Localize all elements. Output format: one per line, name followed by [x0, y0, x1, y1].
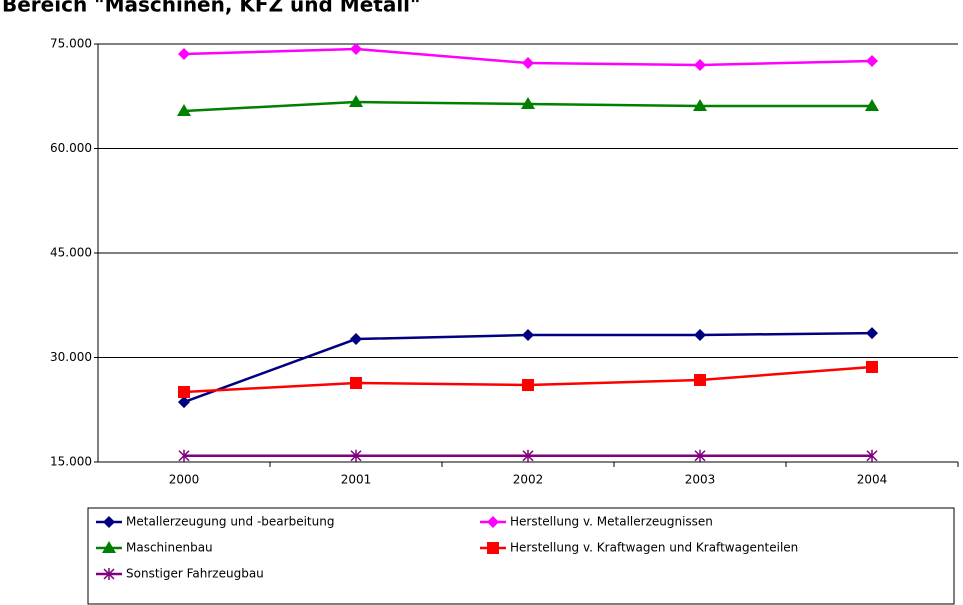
marker: [178, 385, 190, 398]
legend-box: [87, 507, 955, 605]
y-tick-label: 45.000: [50, 246, 92, 260]
y-tick-label: 60.000: [50, 141, 92, 155]
legend-label: Herstellung v. Metallerzeugnissen: [510, 515, 713, 529]
marker: [350, 333, 362, 346]
marker: [522, 57, 534, 70]
marker: [178, 449, 190, 462]
legend-marker: [487, 516, 499, 528]
marker: [694, 374, 706, 387]
marker: [178, 396, 190, 409]
legend-label: Metallerzeugung und -bearbeitung: [126, 515, 334, 529]
marker: [522, 379, 534, 392]
marker: [865, 99, 879, 112]
legend-label: Sonstiger Fahrzeugbau: [126, 567, 264, 581]
marker: [350, 376, 362, 389]
marker: [693, 99, 707, 112]
marker: [694, 328, 706, 341]
marker: [694, 58, 706, 71]
legend-marker: [487, 542, 499, 554]
x-tick-label: 2000: [169, 473, 200, 487]
legend-label: Maschinenbau: [126, 541, 213, 555]
marker: [178, 48, 190, 61]
marker: [522, 328, 534, 341]
marker: [866, 327, 878, 340]
y-tick-label: 30.000: [50, 350, 92, 364]
marker: [694, 449, 706, 462]
marker: [349, 95, 363, 108]
legend-label: Herstellung v. Kraftwagen und Kraftwagen…: [510, 541, 798, 555]
marker: [350, 43, 362, 56]
marker: [350, 449, 362, 462]
x-tick-label: 2002: [513, 473, 544, 487]
marker: [522, 449, 534, 462]
marker: [866, 360, 878, 373]
marker: [866, 54, 878, 67]
y-tick-label: 15.000: [50, 455, 92, 469]
marker: [177, 104, 191, 117]
y-tick-label: 75.000: [50, 37, 92, 51]
x-tick-label: 2001: [341, 473, 372, 487]
legend-marker: [103, 568, 115, 580]
marker: [866, 449, 878, 462]
x-tick-label: 2003: [685, 473, 716, 487]
marker: [521, 96, 535, 109]
legend-marker: [103, 516, 115, 528]
legend-marker: [102, 541, 116, 553]
x-tick-label: 2004: [857, 473, 888, 487]
chart-title: Bereich "Maschinen, KFZ und Metall": [2, 0, 420, 17]
